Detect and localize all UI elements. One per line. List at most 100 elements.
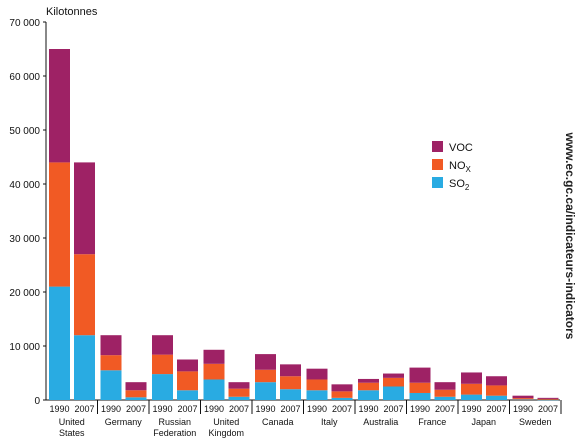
year-label: 2007 [486,404,506,414]
bar-so2 [486,395,507,400]
bar-voc [537,397,559,399]
bar-nox [152,354,173,375]
bar-so2 [280,389,301,400]
bar-nox [537,398,559,400]
bar-nox [461,383,482,395]
year-label: 2007 [332,404,352,414]
bar-nox [100,355,122,371]
bar-voc [177,359,198,372]
y-tick-label: 40 000 [9,180,40,191]
bar-voc [203,349,225,364]
bar-voc [358,378,379,383]
y-axis-label: Kilotonnes [46,6,98,18]
country-label: Sweden [519,417,552,427]
bar-voc [434,382,456,390]
legend-label-so2: SO2 [449,178,470,192]
country-label: Federation [153,428,196,438]
country-label: France [418,417,446,427]
y-tick-label: 20 000 [9,288,40,299]
bar-nox [203,363,225,380]
country-label: Russian [158,417,191,427]
bar-so2 [537,399,559,401]
year-label: 2007 [74,404,94,414]
bar-so2 [177,390,198,400]
bar-nox [228,388,250,397]
legend-label-voc: VOC [449,142,473,154]
bar-so2 [100,370,122,400]
country-label: Japan [471,417,496,427]
bar-so2 [331,397,353,400]
y-tick-label: 70 000 [9,18,40,29]
year-label: 1990 [358,404,378,414]
year-label: 1990 [461,404,481,414]
country-label: Australia [363,417,398,427]
country-label: Germany [105,417,143,427]
year-label: 1990 [204,404,224,414]
bar-nox [177,371,198,391]
bar-voc [409,367,431,383]
bar-nox [125,390,147,398]
bar-so2 [203,379,225,400]
bar-voc [49,49,70,163]
bar-so2 [306,390,328,400]
bar-so2 [125,397,147,400]
bar-voc [125,382,147,391]
bar-nox [383,377,404,387]
bar-so2 [228,396,250,400]
watermark-url: www.ec.gc.ca/indicateurs-indicators [563,132,575,340]
year-label: 1990 [307,404,327,414]
bar-so2 [409,392,431,400]
bar-voc [512,395,534,399]
y-tick-label: 0 [34,396,40,407]
year-label: 2007 [280,404,300,414]
bar-so2 [255,382,276,400]
bar-voc [306,368,328,380]
bar-voc [486,376,507,386]
bar-nox [358,382,379,391]
year-label: 2007 [435,404,455,414]
legend-swatch-nox [432,159,443,170]
year-label: 1990 [513,404,533,414]
bar-so2 [512,399,534,400]
bar-nox [74,254,95,336]
y-tick-label: 10 000 [9,342,40,353]
bar-voc [228,382,250,389]
bar-voc [331,384,353,392]
bar-voc [255,354,276,370]
year-label: 1990 [152,404,172,414]
bar-nox [434,389,456,397]
country-label: United [59,417,85,427]
legend-swatch-voc [432,141,443,152]
bar-so2 [358,390,379,400]
country-label: Kingdom [208,428,244,438]
year-label: 1990 [410,404,430,414]
bar-voc [100,335,122,356]
bar-nox [255,369,276,383]
bar-nox [306,379,328,391]
legend-swatch-so2 [432,177,443,188]
bar-nox [409,382,431,393]
y-tick-label: 60 000 [9,72,40,83]
bar-nox [512,398,534,400]
year-label: 2007 [538,404,558,414]
bar-so2 [49,286,70,400]
year-label: 1990 [49,404,69,414]
year-label: 2007 [126,404,146,414]
year-label: 2007 [177,404,197,414]
bar-nox [49,162,70,287]
year-label: 2007 [383,404,403,414]
bar-voc [383,373,404,378]
y-tick-label: 30 000 [9,234,40,245]
year-label: 2007 [229,404,249,414]
country-label: States [59,428,85,438]
bar-nox [331,391,353,398]
bar-so2 [383,386,404,400]
bar-voc [280,364,301,377]
country-label: Italy [321,417,338,427]
bar-so2 [152,374,173,400]
year-label: 1990 [101,404,121,414]
bar-voc [461,372,482,384]
bar-voc [152,335,173,355]
country-label: United [213,417,239,427]
